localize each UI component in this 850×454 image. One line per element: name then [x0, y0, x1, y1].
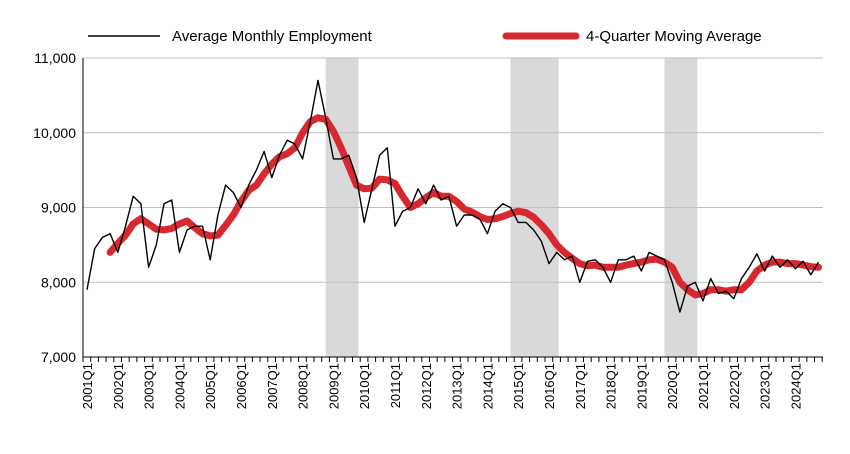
x-tick-label: 2005Q1 — [203, 363, 218, 409]
legend-label-employment: Average Monthly Employment — [172, 28, 373, 45]
x-tick-label: 2008Q1 — [296, 363, 311, 409]
x-tick-label: 2023Q1 — [758, 363, 773, 409]
x-tick-label: 2001Q1 — [80, 363, 95, 409]
x-tick-label: 2015Q1 — [511, 363, 526, 409]
y-tick-label: 11,000 — [34, 50, 76, 66]
legend-label-moving-average: 4-Quarter Moving Average — [586, 28, 762, 45]
y-tick-label: 10,000 — [33, 125, 76, 141]
y-tick-label: 7,000 — [41, 349, 76, 365]
x-tick-label: 2014Q1 — [480, 363, 495, 409]
gridlines — [83, 57, 823, 283]
x-tick-label: 2004Q1 — [172, 363, 187, 409]
x-tick-label: 2002Q1 — [111, 363, 126, 409]
x-tick-label: 2003Q1 — [142, 363, 157, 409]
x-tick-label: 2022Q1 — [727, 363, 742, 409]
x-tick-label: 2013Q1 — [450, 363, 465, 409]
x-tick-label: 2011Q1 — [388, 363, 403, 408]
x-tick-label: 2018Q1 — [604, 363, 619, 409]
x-tick-label: 2017Q1 — [573, 363, 588, 409]
moving-average-line — [106, 114, 822, 299]
x-tick-label: 2007Q1 — [265, 363, 280, 409]
legend: Average Monthly Employment 4-Quarter Mov… — [88, 28, 762, 45]
x-tick-label: 2006Q1 — [234, 363, 249, 409]
x-tick-label: 2016Q1 — [542, 363, 557, 409]
x-tick-label: 2020Q1 — [665, 363, 680, 409]
employment-line — [86, 79, 820, 313]
x-tick-label: 2009Q1 — [326, 363, 341, 409]
x-tick-label: 2019Q1 — [634, 363, 649, 409]
x-tick-labels: 2001Q1 2002Q1 2003Q1 2004Q1 2005Q1 2006Q1 2007… — [80, 363, 803, 409]
x-tick-label: 2012Q1 — [419, 363, 434, 409]
y-tick-label: 9,000 — [41, 200, 76, 216]
x-tick-label: 2024Q1 — [788, 363, 803, 409]
y-tick-labels: 7,000 8,000 9,000 10,000 11,000 — [33, 50, 76, 365]
x-tick-label: 2021Q1 — [696, 363, 711, 409]
x-tick-marks — [82, 357, 823, 362]
x-tick-label: 2010Q1 — [357, 363, 372, 409]
y-tick-label: 8,000 — [41, 274, 76, 290]
